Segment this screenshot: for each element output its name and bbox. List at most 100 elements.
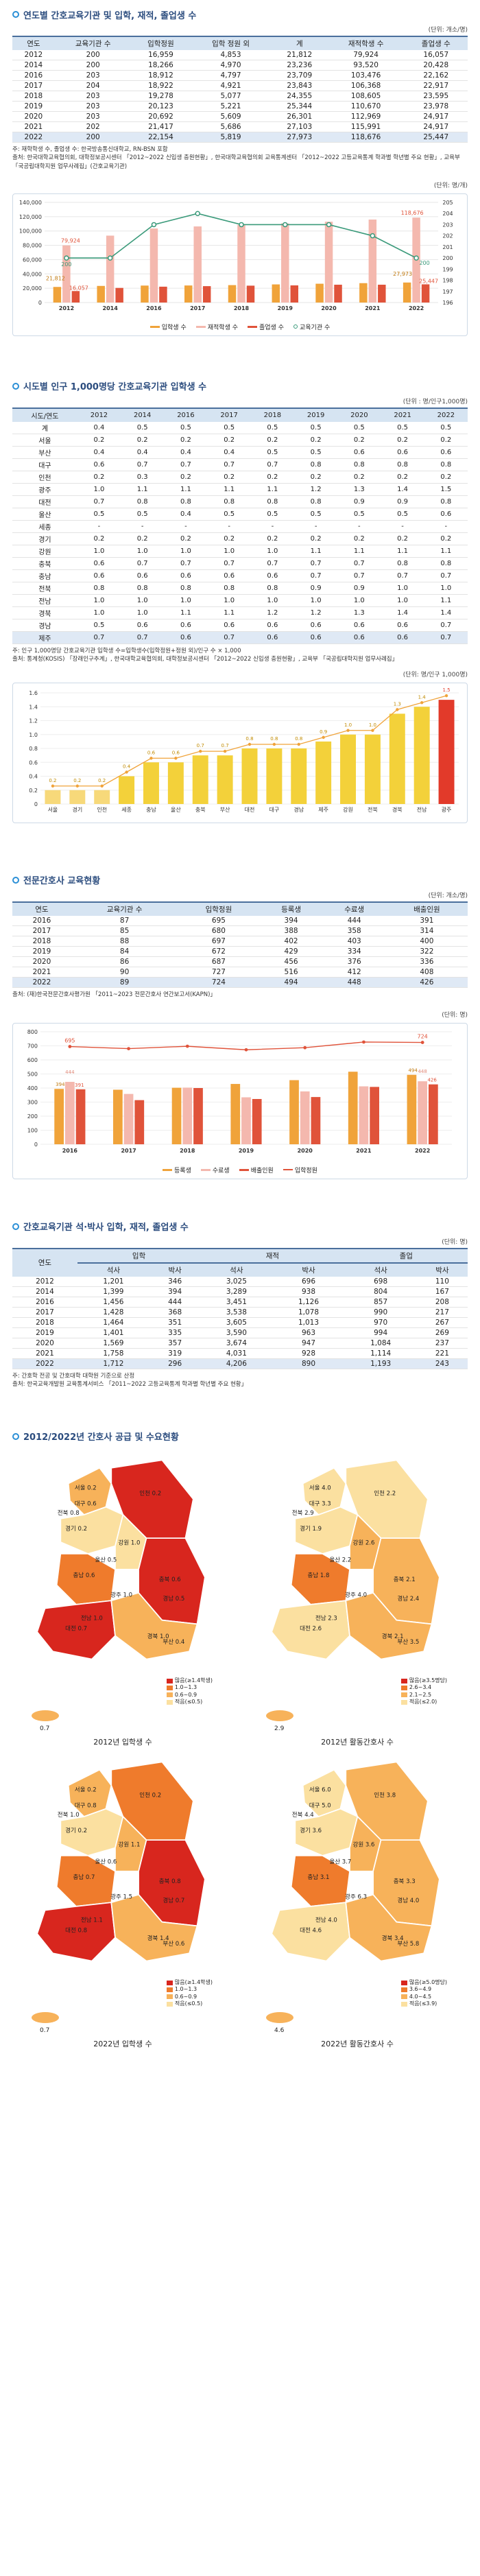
notes: 출처: (재)한국전문간호사평가원 「2011~2023 전문간호사 연간보고서…: [12, 991, 468, 999]
table-cell: 400: [385, 936, 468, 947]
line-point: [125, 770, 128, 774]
table-row: 강원 1.0 1.0 1.0 1.0 1.0 1.1 1.1 1.1 1.1: [12, 545, 468, 558]
line-point: [239, 222, 244, 228]
table-cell: 2018: [12, 1317, 77, 1328]
bar: [45, 790, 61, 804]
region-label: 광주 1.5: [110, 1893, 132, 1900]
table-cell: 16,057: [404, 50, 468, 60]
table-row: 광주 1.0 1.1 1.1 1.1 1.1 1.2 1.3 1.4 1.5: [12, 483, 468, 496]
legend-swatch: [400, 1686, 407, 1691]
bar: [370, 1087, 379, 1144]
bar: [217, 755, 233, 804]
legend-label: 1.0~1.3: [174, 1986, 197, 1993]
table-cell: 2021: [12, 1348, 77, 1359]
region-label: 충남 3.1: [308, 1874, 330, 1881]
region-label: 경기 0.2: [65, 1826, 87, 1834]
table-row: 2021 202 21,417 5,686 27,103 115,991 24,917: [12, 121, 468, 132]
line-point: [420, 700, 424, 705]
table-cell: 1.1: [164, 483, 208, 496]
y-tick-label: 20,000: [23, 285, 42, 292]
bar: [184, 285, 193, 303]
bar: [69, 790, 86, 804]
table-cell: 334: [322, 946, 386, 957]
table-cell: 23,978: [404, 101, 468, 112]
legend-label: 많음(≥1.4학생): [174, 1677, 213, 1683]
table-cell: 0.8: [121, 582, 165, 595]
region-shape: [345, 1893, 433, 1961]
table-cell: 402: [259, 936, 323, 947]
table-cell: 1.1: [424, 594, 468, 607]
note-line: 출처: (재)한국전문간호사평가원 「2011~2023 전문간호사 연간보고서…: [12, 991, 216, 998]
table-cell: 0.8: [164, 582, 208, 595]
bar: [378, 284, 386, 303]
x-tick-label: 2017: [121, 1148, 136, 1154]
y2-tick-label: 200: [442, 255, 453, 261]
table-cell: 2022: [12, 132, 55, 143]
table-cell: 0.6: [294, 619, 338, 632]
table-cell: 0.4: [121, 446, 165, 459]
table-cell: 203: [54, 91, 132, 102]
region-label: 경남 4.0: [397, 1897, 419, 1904]
region-label: 충남 0.6: [73, 1572, 95, 1579]
table-cell: 충남: [12, 569, 77, 582]
jeju-value: 4.6: [274, 2026, 285, 2034]
table-cell: 0.2: [77, 434, 121, 447]
legend-label: 등록생: [174, 1167, 191, 1174]
x-tick-label: 2021: [356, 1148, 372, 1154]
table-cell: 0.9: [294, 582, 338, 595]
bar: [237, 224, 245, 303]
bar: [407, 1074, 417, 1144]
table-cell: 1.3: [337, 483, 381, 496]
bar: [438, 699, 455, 804]
x-tick-label: 강원: [343, 806, 353, 813]
table-cell: 경기: [12, 532, 77, 545]
table-cell: 0.2: [207, 434, 251, 447]
y-tick-label: 700: [27, 1043, 38, 1049]
legend-item: 1.0~1.3: [166, 1986, 213, 1993]
circle-bullet-icon: [12, 1432, 19, 1440]
legend-item: 많음(≥5.0명당): [400, 1979, 447, 1986]
region-label: 전북 0.8: [58, 1509, 80, 1517]
table-cell: 90: [71, 967, 178, 978]
table-cell: 444: [149, 1297, 201, 1308]
bar: [241, 748, 258, 804]
legend-label: 졸업생 수: [259, 324, 284, 331]
section-title: 간호교육기관 석·박사 입학, 재적, 졸업생 수: [12, 1218, 468, 1236]
table-cell: 0.6: [250, 631, 294, 644]
table-cell: 1,193: [344, 1358, 417, 1369]
table-row: 대전 0.7 0.8 0.8 0.8 0.8 0.8 0.9 0.9 0.8: [12, 495, 468, 508]
table-row: 충북 0.6 0.7 0.7 0.7 0.7 0.7 0.7 0.8 0.8: [12, 557, 468, 570]
note-line: 주: 간호학 전공 및 간호대학 대학원 기준으로 산정: [12, 1372, 135, 1380]
line-point: [68, 1045, 72, 1048]
table-header: 2012: [77, 407, 121, 422]
table-header: 연도: [12, 1247, 77, 1277]
bar: [315, 741, 332, 804]
bar: [62, 245, 71, 303]
x-tick-label: 2022: [415, 1148, 430, 1154]
table-cell: 0.5: [250, 421, 294, 434]
region-label: 대구 0.6: [75, 1500, 97, 1507]
table-cell: -: [250, 520, 294, 533]
table-cell: 24,917: [404, 121, 468, 132]
bar: [115, 287, 123, 303]
table-cell: 18,266: [131, 60, 191, 71]
table-header: 등록생: [259, 901, 323, 916]
region-label: 경북 2.1: [382, 1632, 404, 1640]
line-point: [195, 211, 200, 216]
table-cell: 0.4: [77, 421, 121, 434]
table-header: 계: [271, 36, 328, 50]
table-row: 2014 1,399 394 3,289 938 804 167: [12, 1286, 468, 1297]
table-cell: 1.0: [121, 545, 165, 558]
legend-item: 많음(≥1.4학생): [166, 1979, 213, 1986]
region-label: 대전 4.6: [300, 1926, 322, 1934]
legend-item: 입학정원: [283, 1166, 317, 1174]
map-legend: 많음(≥5.0명당) 3.6~4.9 4.0~4.5 적음(≤3.9): [400, 1979, 447, 2008]
region-label: 부산 0.4: [163, 1638, 184, 1645]
table-cell: 3,605: [200, 1317, 273, 1328]
table-cell: 1,114: [344, 1348, 417, 1359]
table-cell: 4,853: [190, 50, 272, 60]
legend-item: 적음(≤0.5): [166, 2000, 213, 2007]
region-label: 광주 1.0: [110, 1591, 132, 1598]
region-label: 충북 3.3: [394, 1878, 416, 1884]
